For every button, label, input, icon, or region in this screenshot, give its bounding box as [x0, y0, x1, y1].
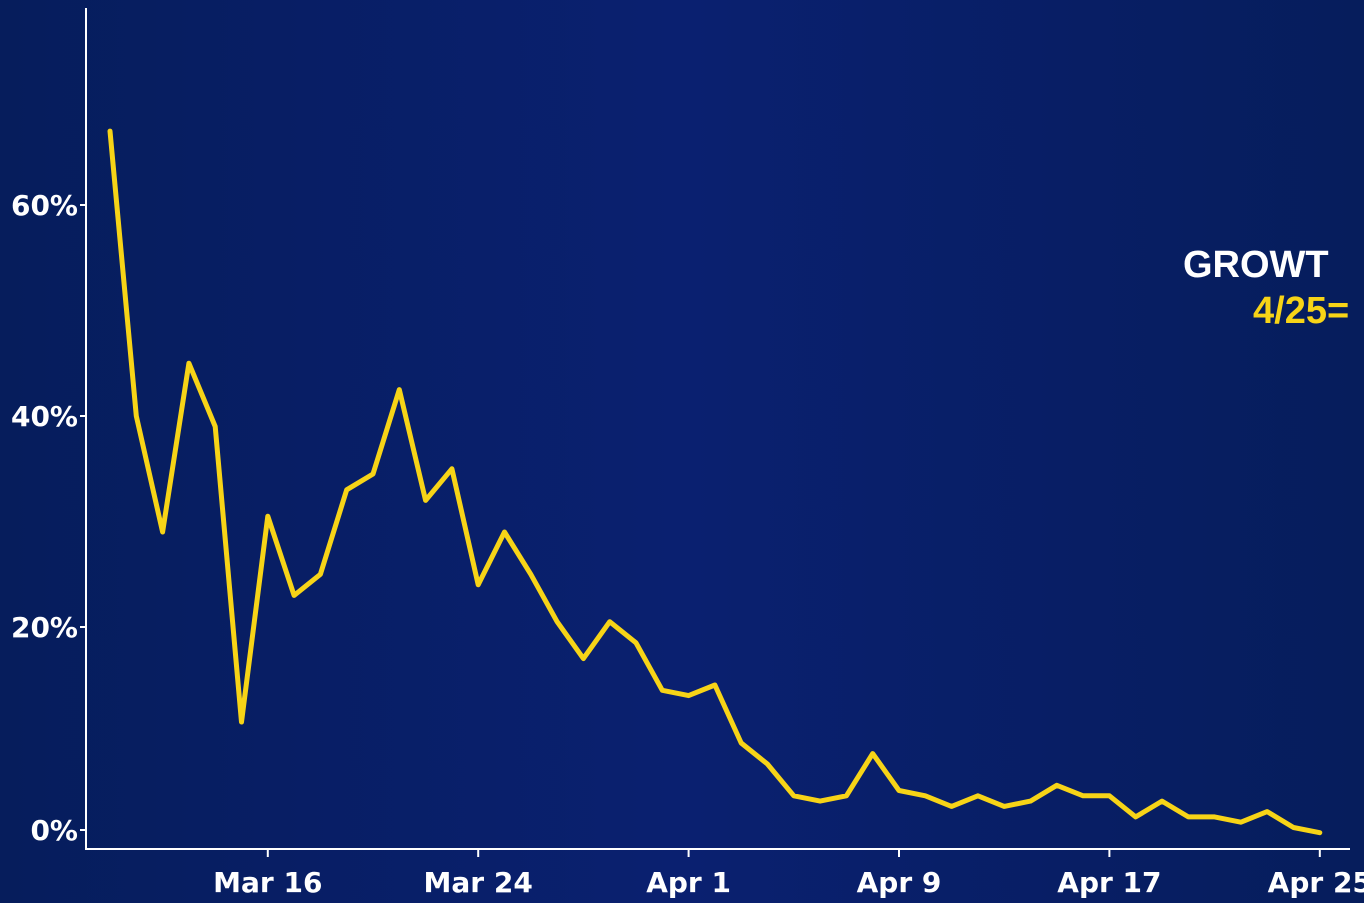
x-axis-ticks: Mar 16 Mar 24 Apr 1 Apr 9 Apr 17 Apr 25	[213, 849, 1364, 899]
annotation-title: GROWT	[1183, 244, 1329, 286]
y-tick-label: 40%	[11, 400, 78, 433]
x-tick-label: Apr 1	[646, 866, 731, 899]
series-line	[107, 128, 1323, 836]
y-tick-label: 60%	[11, 189, 78, 222]
y-axis-ticks: 0% 20% 40% 60%	[11, 189, 86, 847]
x-tick-label: Mar 16	[213, 866, 322, 899]
x-tick-label: Apr 25	[1268, 866, 1364, 899]
x-tick-label: Mar 24	[424, 866, 533, 899]
y-tick-label: 20%	[11, 611, 78, 644]
x-tick-label: Apr 9	[857, 866, 942, 899]
x-tick-label: Apr 17	[1057, 866, 1161, 899]
y-tick-label: 0%	[30, 814, 78, 847]
growth-annotation: GROWT 4/25=	[1183, 242, 1349, 334]
annotation-value: 4/25=	[1253, 290, 1350, 332]
